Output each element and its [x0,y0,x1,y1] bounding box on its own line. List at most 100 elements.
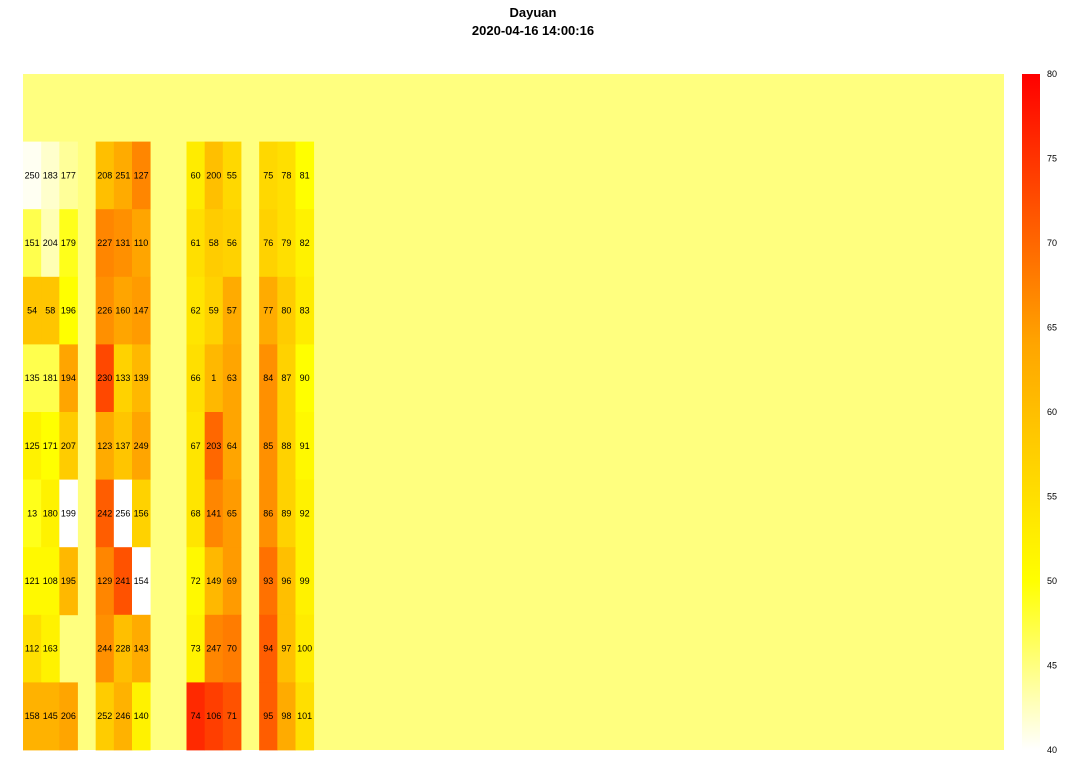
colorbar-tick-label: 75 [1047,154,1057,164]
heatmap-cell-label: 141 [206,508,221,518]
heatmap-cell [132,614,151,683]
heatmap-cell-label: 63 [227,373,237,383]
heatmap-cell-label: 57 [227,306,237,316]
heatmap-cell-label: 84 [263,373,273,383]
heatmap-cell [186,276,206,345]
heatmap-cell [41,344,60,413]
heatmap-cell [295,412,315,480]
heatmap-cell [41,141,60,210]
heatmap-cell-label: 101 [297,711,312,721]
heatmap-cell-label: 208 [97,170,112,180]
heatmap-cell [23,547,42,616]
heatmap-cell-label: 226 [97,306,112,316]
heatmap-cell [23,344,42,413]
heatmap-cell-label: 94 [263,644,273,654]
heatmap-cell [23,479,42,548]
heatmap-cell [23,209,42,278]
heatmap-cell [59,276,78,345]
heatmap-cell-label: 73 [191,644,201,654]
heatmap-cell [95,614,115,683]
heatmap-cell-label: 256 [115,508,130,518]
heatmap-cell [95,412,115,480]
heatmap-cell [186,614,206,683]
heatmap-cell-label: 83 [300,306,310,316]
heatmap-cell-label: 90 [300,373,310,383]
heatmap-cell [277,344,296,413]
heatmap-cell [277,412,296,480]
chart-subtitle: 2020-04-16 14:00:16 [471,23,595,38]
heatmap-cell [113,614,133,683]
heatmap-cell-label: 69 [227,576,237,586]
heatmap-cell [204,141,224,210]
heatmap-cell-label: 82 [300,238,310,248]
heatmap-cell [295,276,315,345]
heatmap-cell [113,412,133,480]
heatmap-cell-label: 89 [281,508,291,518]
heatmap-cell [41,547,60,616]
heatmap-cell [95,479,115,548]
heatmap-cell [132,344,151,413]
heatmap-cell-label: 62 [191,306,201,316]
heatmap-cell-label: 242 [97,508,112,518]
heatmap-cell-label: 70 [227,644,237,654]
heatmap-cell [259,141,278,210]
heatmap-cell-label: 133 [115,373,130,383]
heatmap-cell-label: 145 [43,711,58,721]
heatmap-cell-label: 154 [134,576,149,586]
heatmap-cell-label: 98 [281,711,291,721]
heatmap-cell [222,682,242,751]
heatmap-cell [41,479,60,548]
heatmap-cell [259,209,278,278]
heatmap-cell-label: 1 [211,373,216,383]
heatmap-cell-label: 110 [134,238,148,248]
heatmap-cell-label: 241 [115,576,130,586]
heatmap-cell-label: 123 [97,441,112,451]
heatmap-cell-label: 97 [281,644,291,654]
heatmap-cell-label: 251 [115,170,130,180]
heatmap-cell-label: 247 [206,644,221,654]
heatmap-cell [277,209,296,278]
heatmap-cell [222,547,242,616]
heatmap-cell [259,276,278,345]
heatmap-cell-label: 106 [206,711,221,721]
heatmap-cell-label: 204 [43,238,58,248]
heatmap-cell [132,547,151,616]
heatmap-cell [41,614,60,683]
heatmap-cell-label: 80 [281,306,291,316]
heatmap-cell [41,682,60,751]
heatmap-cell [95,276,115,345]
heatmap-cell-label: 246 [115,711,130,721]
heatmap-cell [95,344,115,413]
heatmap-cell [113,344,133,413]
heatmap-cell [113,682,133,751]
heatmap-cell-label: 65 [227,508,237,518]
heatmap-cell [41,209,60,278]
heatmap-cell [204,614,224,683]
heatmap-cell-label: 227 [97,238,112,248]
heatmap-cell [59,141,78,210]
heatmap-cell-label: 58 [209,238,219,248]
heatmap-cell [186,479,206,548]
heatmap-cell-label: 81 [300,170,310,180]
heatmap-cell-label: 77 [263,306,273,316]
heatmap-cell-label: 72 [191,576,201,586]
heatmap-cell-label: 56 [227,238,237,248]
heatmap-cell [259,547,278,616]
heatmap-cell [95,682,115,751]
heatmap-cell [186,547,206,616]
heatmap-cell-label: 125 [25,441,40,451]
heatmap-cell-label: 244 [97,644,112,654]
heatmap-cell [59,479,78,548]
heatmap-cell-label: 91 [300,441,310,451]
heatmap-cell [204,209,224,278]
heatmap-cell-label: 158 [25,711,40,721]
heatmap-cell-label: 87 [281,373,291,383]
heatmap-cell-label: 137 [115,441,130,451]
heatmap-cell-label: 74 [191,711,201,721]
heatmap-cell-label: 121 [25,576,40,586]
heatmap-cell [277,682,296,751]
heatmap-cell-label: 195 [61,576,76,586]
heatmap-cell [132,682,151,751]
